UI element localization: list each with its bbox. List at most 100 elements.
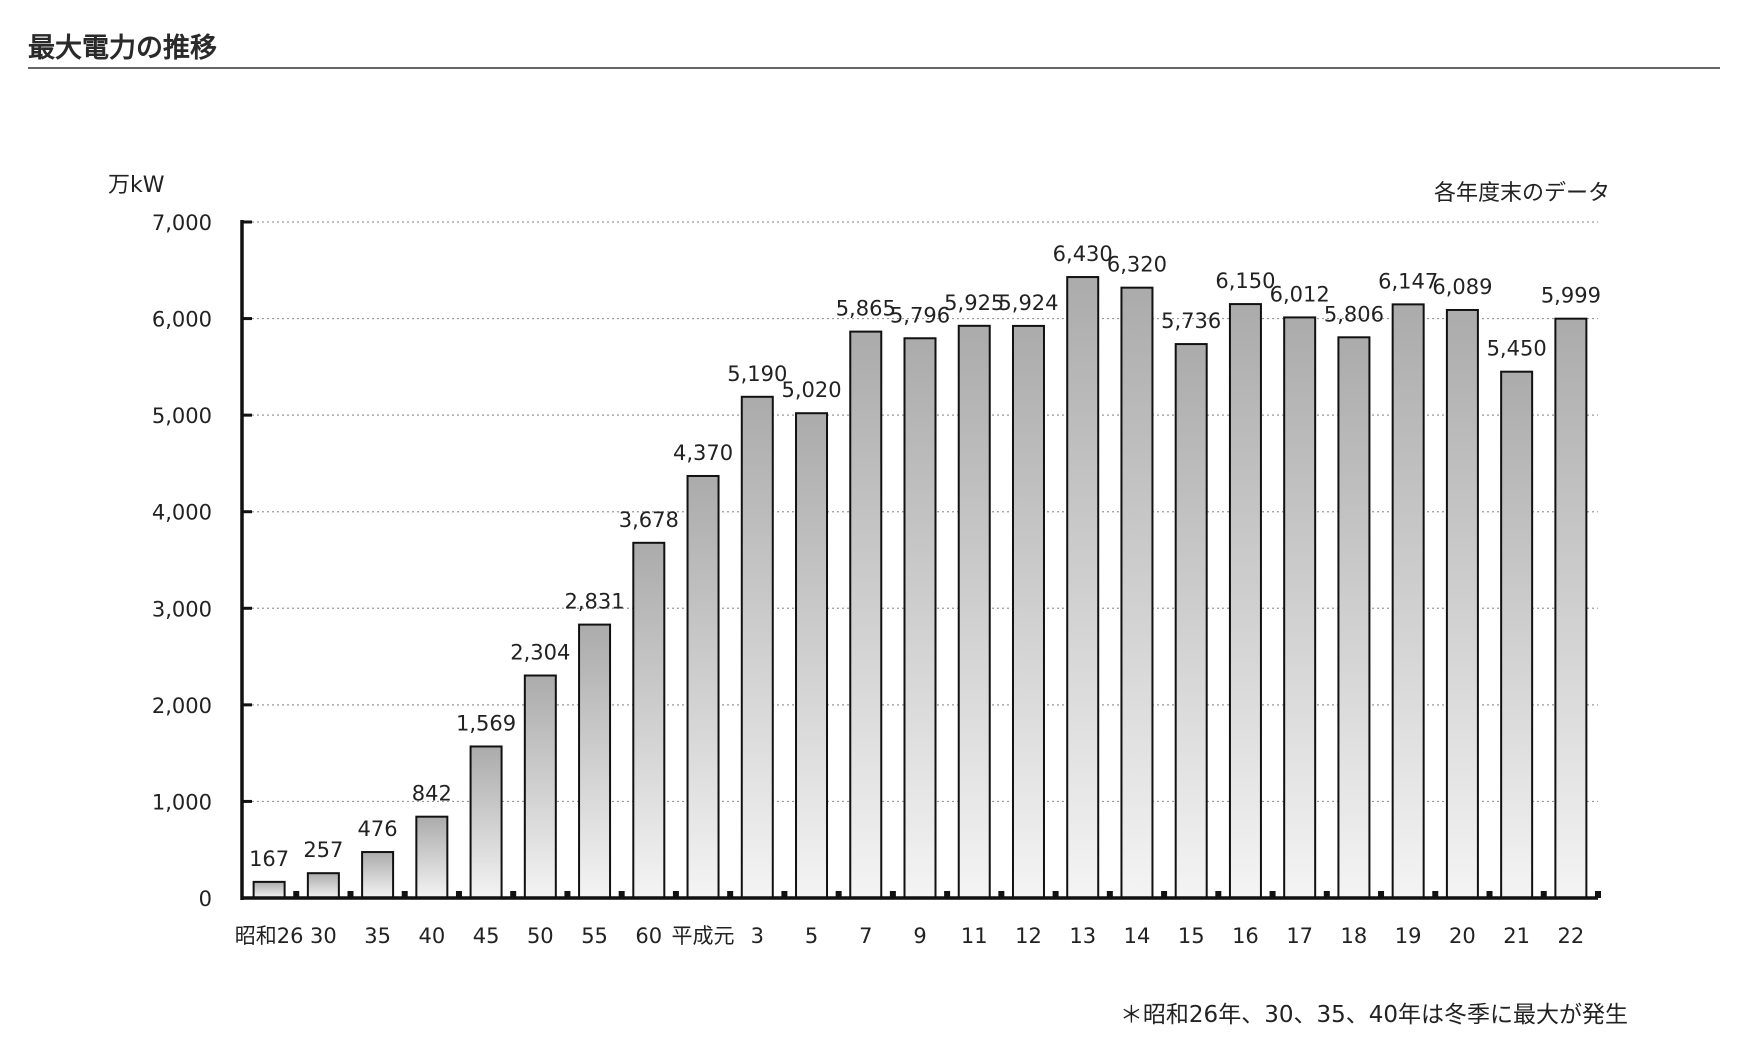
bar-value-label: 1,569 xyxy=(456,711,516,735)
x-tick-label: 平成元 xyxy=(672,924,735,948)
bar xyxy=(1554,317,1588,899)
bar-value-label: 5,190 xyxy=(727,362,787,386)
x-tick-mark xyxy=(1323,891,1330,898)
bar xyxy=(1011,324,1045,900)
bar-value-label: 6,430 xyxy=(1053,242,1113,266)
bar-value-label: 5,450 xyxy=(1487,337,1547,361)
bar xyxy=(1391,303,1425,899)
y-tick-label: 1,000 xyxy=(152,790,212,814)
data-labels: 167 257 476 842 1,569 2,304 2,831 3,678 4,370 5,1… xyxy=(249,242,1601,871)
x-tick-mark xyxy=(1052,891,1059,898)
bar-value-label: 6,089 xyxy=(1432,275,1492,299)
x-tick-mark xyxy=(1161,891,1168,898)
x-tick-label: 9 xyxy=(913,924,926,948)
bar-value-label: 2,304 xyxy=(510,640,570,664)
bar xyxy=(361,851,395,899)
x-tick-mark xyxy=(510,891,517,898)
bar-value-label: 257 xyxy=(303,838,343,862)
x-tick-label: 14 xyxy=(1124,924,1151,948)
bar xyxy=(1500,370,1534,899)
bar-value-label: 5,865 xyxy=(836,297,896,321)
bar xyxy=(523,674,557,900)
bar xyxy=(1283,316,1317,899)
x-tick-mark xyxy=(618,891,625,898)
bar xyxy=(1120,286,1154,899)
x-tick-label: 12 xyxy=(1015,924,1042,948)
bar-value-label: 167 xyxy=(249,847,289,871)
x-tick-label: 20 xyxy=(1449,924,1476,948)
bar xyxy=(415,815,449,899)
x-tick-label: 昭和26 xyxy=(235,924,304,948)
x-tick-mark xyxy=(835,891,842,898)
bar xyxy=(903,337,937,900)
x-tick-mark xyxy=(889,891,896,898)
x-tick-mark xyxy=(944,891,951,898)
bar-value-label: 6,147 xyxy=(1378,269,1438,293)
footnote: ＊昭和26年、30、35、40年は冬季に最大が発生 xyxy=(1120,1002,1628,1028)
x-tick-label: 7 xyxy=(859,924,872,948)
x-tick-mark xyxy=(564,891,571,898)
bar-value-label: 5,924 xyxy=(998,291,1058,315)
y-axis-unit: 万kW xyxy=(108,173,165,198)
gridlines xyxy=(242,220,1598,803)
x-tick-label: 45 xyxy=(473,924,500,948)
y-tick-label: 4,000 xyxy=(152,501,212,525)
page-title: 最大電力の推移 xyxy=(28,33,217,64)
x-tick-mark xyxy=(1215,891,1222,898)
bar xyxy=(795,412,829,899)
x-tick-labels: 昭和26 30 35 40 45 50 55 60 平成元 3 5 7 9 11 12 13 14 15 16 17 1… xyxy=(235,924,1584,948)
bar xyxy=(252,880,286,899)
bar xyxy=(740,395,774,899)
bar xyxy=(849,330,883,899)
x-tick-mark xyxy=(1106,891,1113,898)
x-tick-label: 22 xyxy=(1558,924,1585,948)
x-tick-mark xyxy=(998,891,1005,898)
bar-value-label: 5,796 xyxy=(890,303,950,327)
bars xyxy=(252,276,1601,900)
x-tick-mark xyxy=(401,891,408,898)
bar xyxy=(1228,303,1262,900)
x-tick-label: 16 xyxy=(1232,924,1259,948)
x-tick-mark xyxy=(1432,891,1439,898)
x-tick-label: 40 xyxy=(418,924,445,948)
bar xyxy=(957,324,991,900)
bar-value-label: 5,999 xyxy=(1541,284,1601,308)
y-tick-labels: 0 1,000 2,000 3,000 4,000 5,000 6,000 7,000 xyxy=(152,211,212,911)
bar xyxy=(1445,308,1479,899)
x-tick-mark xyxy=(672,891,679,898)
bar-value-label: 3,678 xyxy=(619,508,679,532)
bar xyxy=(1337,336,1371,899)
bar-value-label: 2,831 xyxy=(564,590,624,614)
axes xyxy=(240,220,1598,900)
bar-value-label: 6,320 xyxy=(1107,253,1167,277)
data-note: 各年度末のデータ xyxy=(1434,181,1610,206)
x-tick-label: 15 xyxy=(1178,924,1205,948)
x-tick-label: 11 xyxy=(961,924,988,948)
bar-value-label: 4,370 xyxy=(673,441,733,465)
x-tick-mark xyxy=(1540,891,1547,898)
x-tick-mark xyxy=(455,891,462,898)
bar xyxy=(306,872,340,900)
bar xyxy=(1174,343,1208,899)
bar xyxy=(686,474,720,899)
x-tick-mark xyxy=(1595,891,1601,898)
y-tick-label: 0 xyxy=(199,887,212,911)
y-tick-label: 7,000 xyxy=(152,211,212,235)
y-tick-label: 2,000 xyxy=(152,694,212,718)
y-tick-label: 5,000 xyxy=(152,404,212,428)
bar xyxy=(1066,276,1100,899)
x-tick-label: 13 xyxy=(1069,924,1096,948)
x-tick-label: 35 xyxy=(364,924,391,948)
bar-value-label: 5,736 xyxy=(1161,309,1221,333)
bar-value-label: 5,925 xyxy=(944,291,1004,315)
bar xyxy=(469,745,503,899)
bar-value-label: 842 xyxy=(412,782,452,806)
bar-value-label: 6,150 xyxy=(1215,269,1275,293)
x-tick-label: 60 xyxy=(635,924,662,948)
x-tick-mark xyxy=(293,891,300,898)
x-tick-label: 21 xyxy=(1503,924,1530,948)
x-tick-label: 3 xyxy=(751,924,764,948)
x-tick-mark xyxy=(1269,891,1276,898)
